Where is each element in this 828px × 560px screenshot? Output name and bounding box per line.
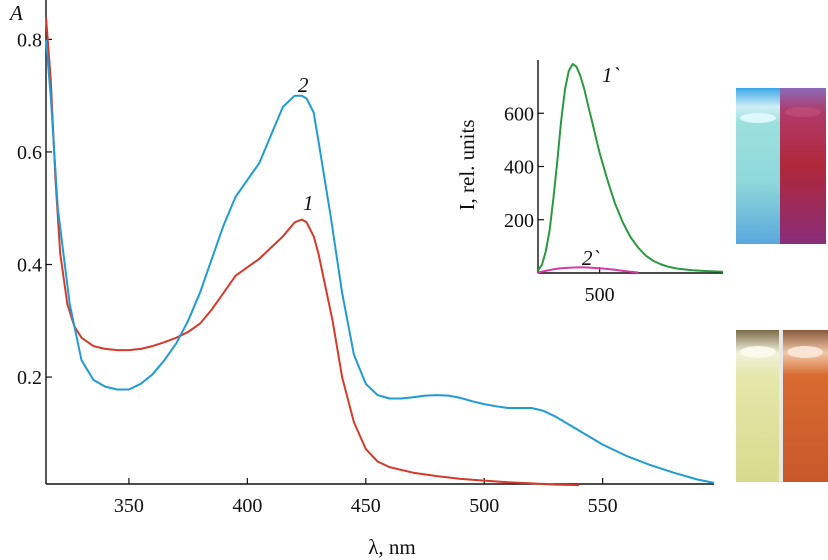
inset-series — [537, 63, 724, 274]
x-tick-label: 450 — [351, 495, 381, 517]
curve-label-2-prime: 2` — [582, 246, 600, 270]
y-tick-label: 200 — [504, 210, 534, 232]
x-tick-label: 500 — [585, 284, 615, 306]
fluorescence-cuvettes-photo — [736, 88, 826, 244]
inset-y-axis-title: I, rel. units — [455, 120, 479, 211]
main-series — [45, 16, 715, 487]
series-line-2 — [537, 266, 639, 274]
series-line-1 — [45, 16, 580, 487]
main-chart: 350 400 450 500 550 0.2 0.4 0.6 0.8 A λ, nm 1 2 — [8, 0, 715, 559]
y-tick-label: 0.2 — [17, 367, 42, 389]
main-y-axis-title: A — [8, 1, 23, 25]
y-tick-label: 0.8 — [17, 29, 42, 51]
fluorescence-cuvette-left — [736, 88, 780, 244]
daylight-cuvettes-photo — [736, 330, 828, 482]
y-tick-label: 0.4 — [17, 255, 42, 277]
x-tick-label: 350 — [114, 495, 144, 517]
inset-chart: 500 200 400 600 I, rel. units 1` 2` — [455, 60, 724, 306]
curve-label-2: 2 — [298, 73, 309, 97]
y-tick-label: 0.6 — [17, 142, 42, 164]
series-line-2 — [45, 39, 715, 484]
daylight-cuvette-gap — [779, 330, 783, 482]
daylight-meniscus-left — [740, 346, 776, 358]
series-line-1 — [537, 63, 724, 273]
curve-label-1: 1 — [303, 191, 314, 215]
y-tick-label: 400 — [504, 157, 534, 179]
curve-label-1-prime: 1` — [602, 63, 620, 87]
main-ticks: 350 400 450 500 550 0.2 0.4 0.6 0.8 — [17, 29, 618, 517]
fluorescence-meniscus-left — [740, 113, 776, 123]
inset-ticks: 500 200 400 600 — [504, 103, 615, 306]
x-tick-label: 500 — [469, 495, 499, 517]
x-tick-label: 400 — [232, 495, 262, 517]
y-tick-label: 600 — [504, 103, 534, 125]
daylight-meniscus-right — [787, 346, 823, 358]
x-tick-label: 550 — [588, 495, 618, 517]
main-x-axis-title: λ, nm — [368, 535, 416, 559]
fluorescence-meniscus-right — [785, 107, 821, 117]
